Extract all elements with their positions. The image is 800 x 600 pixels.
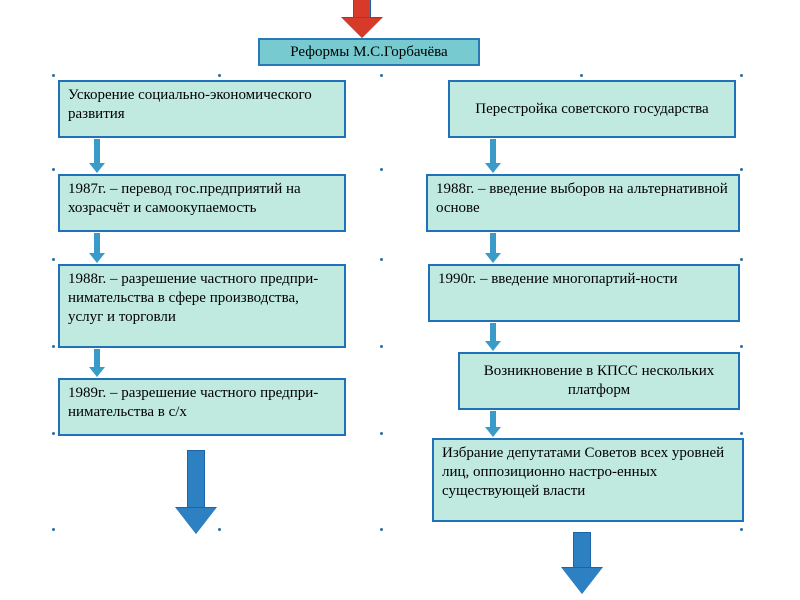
connector-arrow <box>94 139 105 173</box>
guide-dot <box>740 74 743 77</box>
left-node-0: Ускорение социально-экономического разви… <box>58 80 346 138</box>
right-node-2: 1990г. – введение многопартий-ности <box>428 264 740 322</box>
connector-arrow <box>490 323 501 351</box>
right-node-1: 1988г. – введение выборов на альтернатив… <box>426 174 740 232</box>
node-text: 1987г. – перевод гос.предприятий на хозр… <box>68 180 336 218</box>
guide-dot <box>380 528 383 531</box>
connector-arrow <box>490 233 501 263</box>
guide-dot <box>580 74 583 77</box>
left-node-2: 1988г. – разрешение частного предпри-ним… <box>58 264 346 348</box>
right-node-3: Возникновение в КПСС нескольких платформ <box>458 352 740 410</box>
right-node-0: Перестройка советского государства <box>448 80 736 138</box>
guide-dot <box>740 432 743 435</box>
left-node-3: 1989г. – разрешение частного предпри-ним… <box>58 378 346 436</box>
guide-dot <box>52 345 55 348</box>
guide-dot <box>218 74 221 77</box>
connector-arrow <box>94 233 105 263</box>
node-text: Перестройка советского государства <box>475 100 708 119</box>
root-node: Реформы М.С.Горбачёва <box>258 38 480 66</box>
guide-dot <box>52 432 55 435</box>
root-label: Реформы М.С.Горбачёва <box>290 43 447 62</box>
guide-dot <box>740 168 743 171</box>
connector-arrow <box>490 411 501 437</box>
node-text: 1988г. – введение выборов на альтернатив… <box>436 180 730 218</box>
node-text: Ускорение социально-экономического разви… <box>68 86 336 124</box>
connector-arrow <box>94 349 105 377</box>
guide-dot <box>218 528 221 531</box>
node-text: 1990г. – введение многопартий-ности <box>438 270 678 289</box>
guide-dot <box>380 168 383 171</box>
connector-arrow <box>490 139 501 173</box>
node-text: 1989г. – разрешение частного предпри-ним… <box>68 384 336 422</box>
guide-dot <box>740 345 743 348</box>
guide-dot <box>380 258 383 261</box>
guide-dot <box>380 345 383 348</box>
node-text: Возникновение в КПСС нескольких платформ <box>468 362 730 400</box>
guide-dot <box>52 74 55 77</box>
node-text: 1988г. – разрешение частного предпри-ним… <box>68 270 336 326</box>
guide-dot <box>740 258 743 261</box>
guide-dot <box>52 258 55 261</box>
node-text: Избрание депутатами Советов всех уровней… <box>442 444 734 500</box>
guide-dot <box>380 432 383 435</box>
left-node-1: 1987г. – перевод гос.предприятий на хозр… <box>58 174 346 232</box>
right-node-4: Избрание депутатами Советов всех уровней… <box>432 438 744 522</box>
guide-dot <box>380 74 383 77</box>
guide-dot <box>740 528 743 531</box>
guide-dot <box>52 528 55 531</box>
guide-dot <box>52 168 55 171</box>
